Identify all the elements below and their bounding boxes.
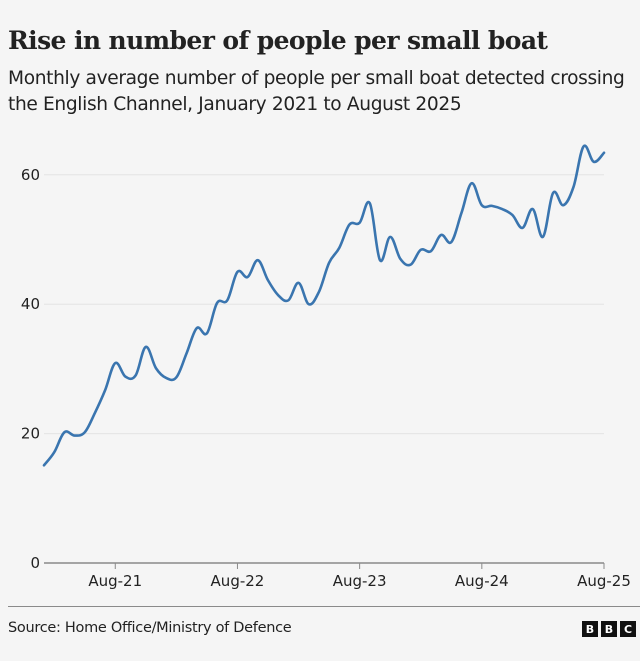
y-tick-label: 0 (30, 554, 40, 572)
bbc-logo-letter: B (601, 621, 617, 637)
x-tick-label: Aug-25 (577, 572, 631, 590)
y-tick-label: 40 (21, 295, 40, 313)
x-tick-label: Aug-24 (455, 572, 509, 590)
x-tick-label: Aug-21 (88, 572, 142, 590)
chart-title: Rise in number of people per small boat (8, 26, 548, 55)
bbc-logo-letter: B (582, 621, 598, 637)
y-tick-label: 20 (21, 425, 40, 443)
source-note: Source: Home Office/Ministry of Defence (8, 620, 292, 636)
bbc-logo: B B C (582, 621, 636, 637)
x-axis (44, 562, 605, 569)
y-axis-labels: 0 20 40 60 (21, 166, 40, 572)
gridlines (44, 174, 604, 435)
x-tick-label: Aug-22 (211, 572, 265, 590)
y-tick-label: 60 (21, 166, 40, 184)
x-tick-label: Aug-23 (333, 572, 387, 590)
footer-divider (8, 606, 640, 607)
x-axis-labels: Aug-21 Aug-22 Aug-23 Aug-24 Aug-25 (88, 572, 631, 590)
bbc-logo-letter: C (620, 621, 636, 637)
series (42, 144, 606, 467)
line-chart: 0 20 40 60 Aug-21 Aug-22 Aug-23 Aug-24 Aug-25 (21, 144, 631, 590)
chart-subtitle: Monthly average number of people per sma… (8, 68, 625, 115)
series-line (42, 144, 606, 467)
